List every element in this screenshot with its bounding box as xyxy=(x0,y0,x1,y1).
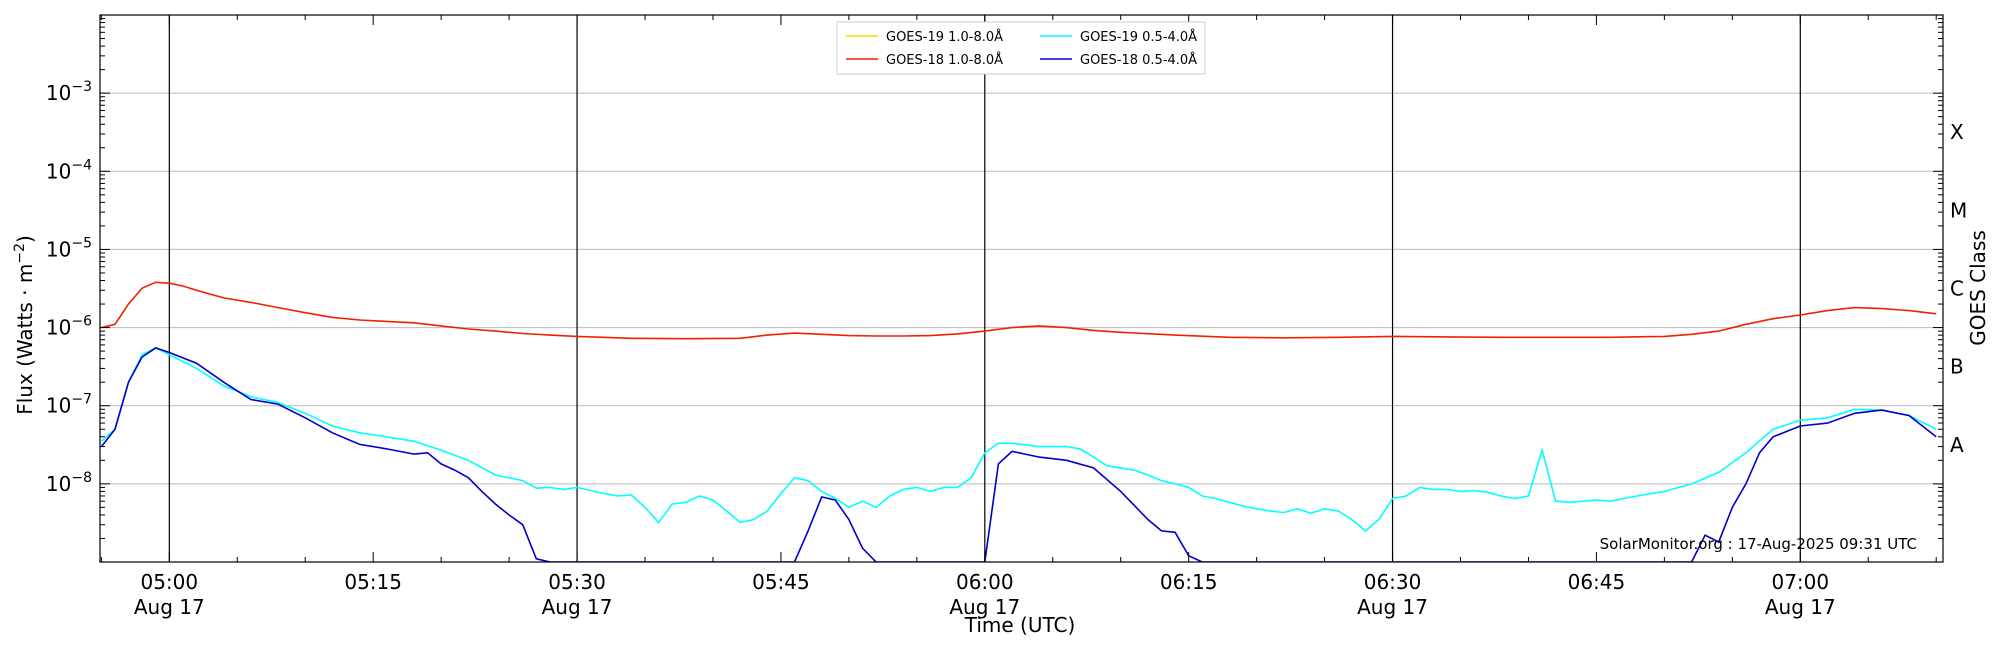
goes-class-x: X xyxy=(1950,120,1964,144)
y-tick-exponent: −6 xyxy=(71,314,92,330)
goes-class-b: B xyxy=(1950,355,1964,379)
x-tick-label: 06:15 xyxy=(1160,570,1218,594)
goes-class-axis: A B C M X xyxy=(1950,120,1967,457)
series-line-2 xyxy=(100,347,1937,532)
x-tick-label: 05:15 xyxy=(344,570,402,594)
y-tick-exponent: −7 xyxy=(71,392,92,408)
y-axis-label: Flux (Watts · m−2) xyxy=(12,235,37,415)
plot-frame xyxy=(99,14,1944,563)
y-axis-label-end: ) xyxy=(13,235,37,243)
y-tick-label: 10−3 xyxy=(46,79,92,105)
y-tick-base: 10 xyxy=(46,394,71,418)
series-layer xyxy=(100,281,1937,562)
x-tick-label: 06:30 xyxy=(1364,570,1422,594)
x-tick-label: 05:00 xyxy=(140,570,198,594)
goes-class-a: A xyxy=(1950,433,1964,457)
source-annotation: SolarMonitor.org : 17-Aug-2025 09:31 UTC xyxy=(1600,535,1917,553)
y-tick-label: 10−6 xyxy=(46,314,92,340)
y-tick-exponent: −4 xyxy=(71,157,92,173)
y-tick-exponent: −3 xyxy=(71,79,92,95)
y-tick-exponent: −8 xyxy=(71,470,92,486)
goes-class-c: C xyxy=(1950,277,1964,301)
x-tick-date-label: Aug 17 xyxy=(1357,595,1428,619)
y-tick-base: 10 xyxy=(46,237,71,261)
legend: GOES-19 1.0-8.0Å GOES-18 1.0-8.0Å GOES-19 … xyxy=(836,21,1206,75)
y-tick-base: 10 xyxy=(46,81,71,105)
y-tick-label: 10−5 xyxy=(46,235,92,261)
series-line-3 xyxy=(100,347,1937,562)
vertical-day-lines xyxy=(168,15,1801,562)
goes-class-m: M xyxy=(1950,198,1967,222)
goes-class-label: GOES Class xyxy=(1966,230,1990,346)
y-tick-label: 10−4 xyxy=(46,157,92,183)
y-axis-label-exponent: −2 xyxy=(12,243,28,264)
y-axis: 10−810−710−610−510−410−3 xyxy=(46,18,1943,539)
legend-label-3: GOES-18 0.5-4.0Å xyxy=(1080,52,1197,68)
y-tick-base: 10 xyxy=(46,472,71,496)
grid-layer xyxy=(100,92,1943,485)
x-tick-date-label: Aug 17 xyxy=(1765,595,1836,619)
x-tick-label: 06:00 xyxy=(956,570,1014,594)
x-tick-label: 05:30 xyxy=(548,570,606,594)
y-tick-base: 10 xyxy=(46,316,71,340)
y-tick-base: 10 xyxy=(46,159,71,183)
y-tick-label: 10−7 xyxy=(46,392,92,418)
series-line-1 xyxy=(101,281,1937,340)
legend-label-0: GOES-19 1.0-8.0Å xyxy=(886,29,1003,45)
legend-box xyxy=(836,21,1206,75)
y-axis-label-main: Flux (Watts · m xyxy=(13,264,37,415)
x-tick-date-label: Aug 17 xyxy=(949,595,1020,619)
legend-label-2: GOES-19 0.5-4.0Å xyxy=(1080,29,1197,45)
x-tick-date-label: Aug 17 xyxy=(134,595,205,619)
legend-label-1: GOES-18 1.0-8.0Å xyxy=(886,52,1003,68)
y-tick-exponent: −5 xyxy=(71,235,92,251)
x-tick-date-label: Aug 17 xyxy=(542,595,613,619)
x-tick-label: 06:45 xyxy=(1568,570,1626,594)
y-tick-label: 10−8 xyxy=(46,470,92,496)
x-tick-label: 05:45 xyxy=(752,570,810,594)
x-axis-label: Time (UTC) xyxy=(964,613,1076,637)
x-tick-label: 07:00 xyxy=(1771,570,1829,594)
